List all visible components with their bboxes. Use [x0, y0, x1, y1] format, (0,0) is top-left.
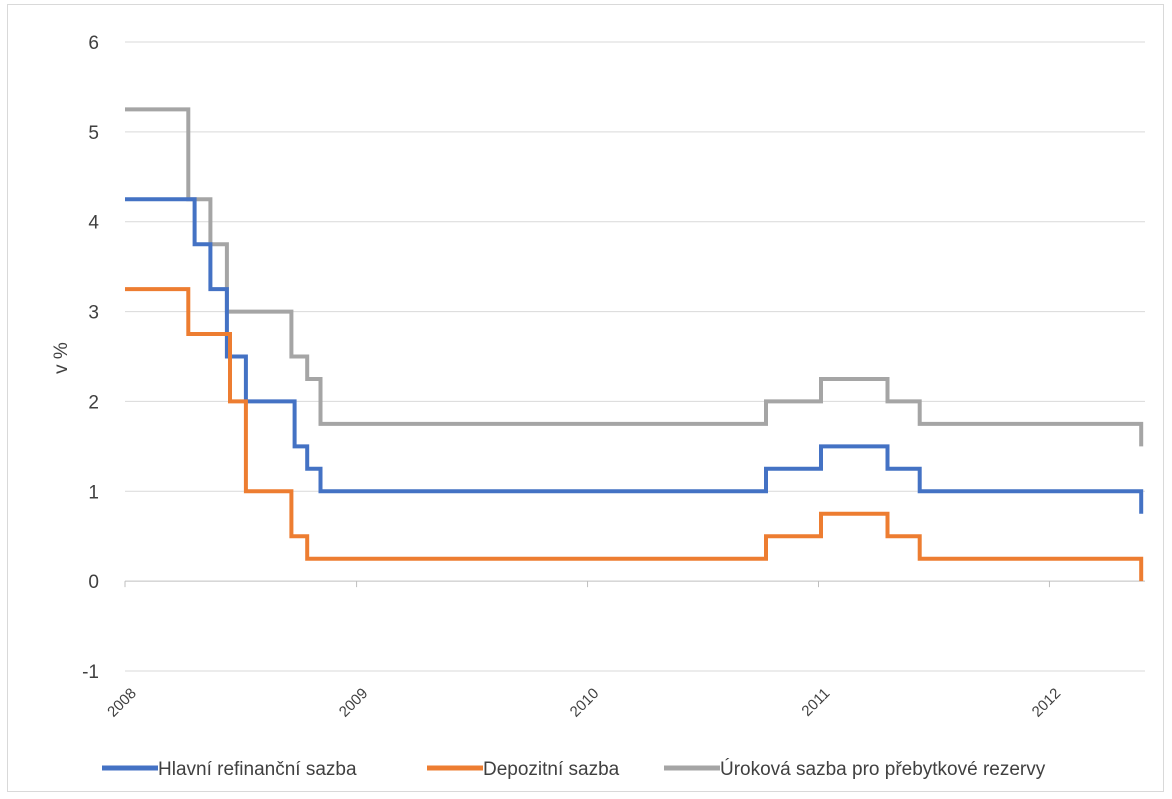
- legend: Hlavní refinanční sazba Depozitní sazba Úr…: [102, 758, 1046, 780]
- series-line-0: [125, 197, 1144, 514]
- y-tick-label: -1: [82, 662, 99, 683]
- legend-label: Hlavní refinanční sazba: [158, 759, 357, 780]
- y-tick-label: 0: [88, 572, 99, 593]
- series-lines: [125, 107, 1144, 582]
- y-tick-label: 5: [88, 123, 99, 144]
- x-tick-label: 2011: [798, 685, 833, 720]
- y-tick-label: 2: [88, 392, 99, 413]
- y-axis-ticks: -1 0 1 2 3 4 5 6: [82, 33, 99, 683]
- gridlines: [125, 41, 1145, 672]
- legend-label: Depozitní sazba: [483, 759, 620, 780]
- y-tick-label: 1: [88, 482, 99, 503]
- x-tick-label: 2008: [104, 685, 140, 721]
- y-tick-label: 4: [88, 213, 99, 234]
- series-line-2: [125, 107, 1144, 447]
- x-axis-ticks: 2008 2009 2010 2011 2012: [104, 581, 1065, 721]
- series-line-1: [125, 287, 1144, 582]
- legend-label: Úroková sazba pro přebytkové rezervy: [720, 758, 1046, 780]
- x-tick-label: 2009: [336, 685, 372, 721]
- chart-frame: [7, 4, 1164, 792]
- x-tick-label: 2010: [567, 685, 603, 721]
- x-tick-label: 2012: [1029, 685, 1065, 721]
- y-axis-title: v %: [51, 342, 72, 374]
- y-tick-label: 3: [88, 303, 99, 324]
- y-tick-label: 6: [88, 33, 99, 54]
